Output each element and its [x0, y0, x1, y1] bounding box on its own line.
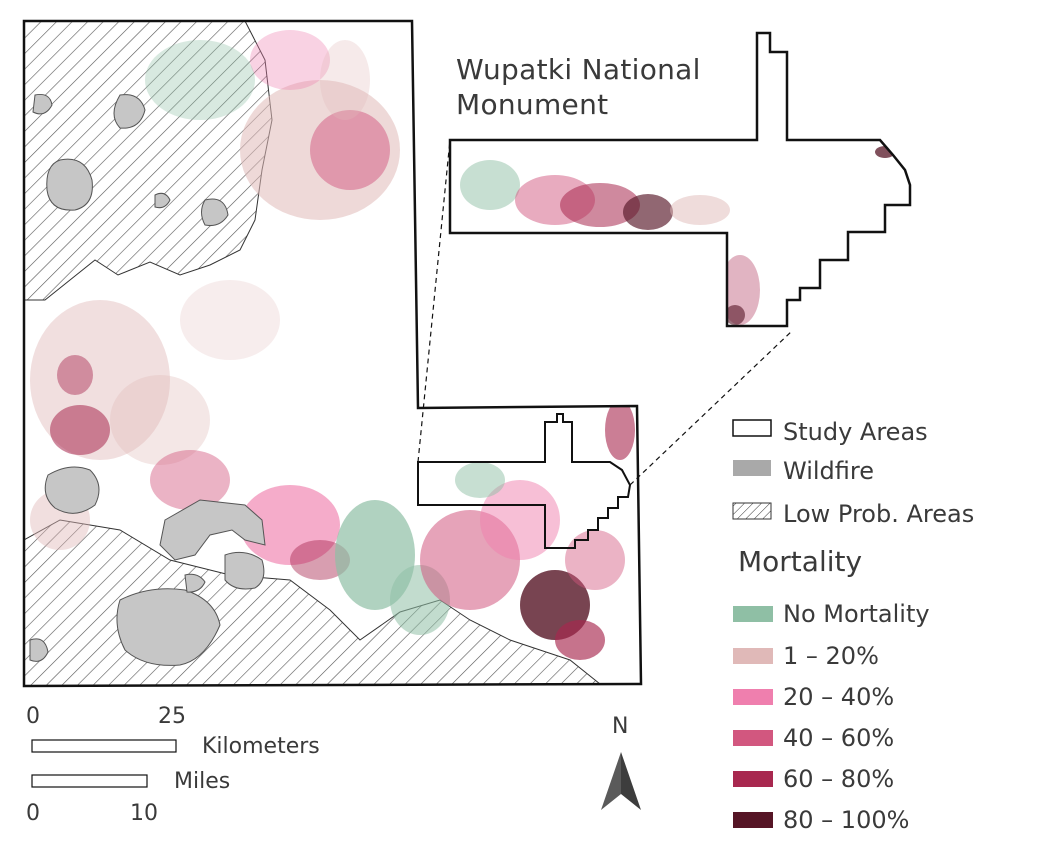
north-label: N [612, 714, 629, 739]
mortality-label: 20 – 40% [783, 683, 895, 711]
mortality-swatch [733, 648, 773, 664]
scale-km-label: Kilometers [202, 734, 320, 759]
mortality-label: 60 – 80% [783, 765, 895, 793]
inset-title-line2: Monument [456, 88, 609, 121]
mortality-label: No Mortality [783, 600, 930, 628]
wupatki-outline-small [417, 413, 632, 549]
legend-label-study-areas: Study Areas [783, 418, 928, 446]
north-arrow-icon [601, 752, 641, 810]
scale-bar-km [31, 739, 177, 753]
legend-label-wildfire: Wildfire [783, 457, 874, 485]
wildfire-areas [29, 94, 266, 666]
legend-label-low-prob: Low Prob. Areas [783, 500, 975, 528]
mortality-swatch [733, 730, 773, 746]
legend-swatch-study-areas [732, 419, 772, 437]
mortality-swatch [733, 771, 773, 787]
scale-km-end: 25 [158, 704, 186, 729]
legend-swatch-low-prob [732, 502, 772, 520]
inset-outline [448, 31, 912, 328]
mortality-label: 1 – 20% [783, 642, 879, 670]
scale-bar-miles [31, 774, 148, 788]
main-study-area-outline [22, 19, 643, 688]
inset-connector-right [629, 329, 794, 486]
mortality-swatch [733, 689, 773, 705]
scale-mi-start: 0 [26, 801, 40, 826]
legend-swatch-wildfire [733, 460, 771, 476]
mortality-swatch [733, 812, 773, 828]
mortality-label: 80 – 100% [783, 806, 910, 834]
scale-mi-end: 10 [130, 801, 158, 826]
scale-mi-label: Miles [174, 769, 231, 794]
mortality-title: Mortality [738, 545, 863, 578]
inset-title-line1: Wupatki National [456, 53, 701, 86]
mortality-label: 40 – 60% [783, 724, 895, 752]
mortality-swatch [733, 606, 773, 622]
scale-km-start: 0 [26, 704, 40, 729]
inset-title: Wupatki National Monument [456, 52, 701, 122]
mortality-pixels [30, 30, 635, 660]
